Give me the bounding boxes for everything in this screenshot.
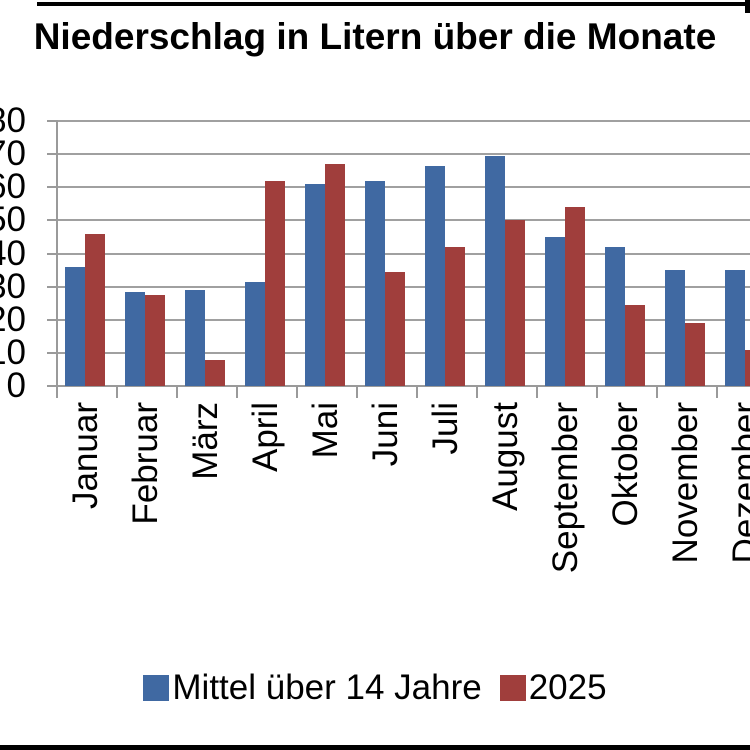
y-tick-label-60: 60 — [0, 167, 26, 207]
y-axis-line — [56, 121, 58, 398]
gridline-50 — [56, 219, 750, 222]
y-tick-30 — [47, 285, 58, 288]
x-tick-8 — [476, 386, 478, 398]
bar-mittel-märz — [185, 289, 205, 386]
x-tick-2 — [116, 386, 118, 398]
legend-label-mittel: Mittel über 14 Jahre — [172, 668, 482, 707]
x-tick-3 — [176, 386, 178, 398]
y-tick-20 — [47, 318, 58, 321]
x-tick-11 — [656, 386, 658, 398]
month-label-oktober: Oktober — [606, 402, 645, 527]
x-tick-6 — [356, 386, 358, 398]
y-tick-label-40: 40 — [0, 233, 26, 273]
y-tick-label-30: 30 — [0, 266, 26, 306]
bar-2025-juli — [445, 246, 465, 386]
x-tick-10 — [596, 386, 598, 398]
month-label-september: September — [546, 402, 585, 574]
y-tick-50 — [47, 219, 58, 222]
y-tick-80 — [47, 120, 58, 122]
legend-item-mittel: Mittel über 14 Jahre — [143, 668, 482, 708]
bar-2025-august — [505, 220, 525, 386]
bar-mittel-februar — [125, 291, 145, 386]
bar-mittel-august — [485, 155, 505, 386]
bar-mittel-dezember — [725, 270, 745, 386]
y-tick-label-50: 50 — [0, 200, 26, 240]
month-label-dezember: Dezember — [726, 402, 750, 564]
bar-2025-september — [565, 207, 585, 386]
chart-title: Niederschlag in Litern über die Monate — [33, 16, 717, 57]
gridline-40 — [56, 252, 750, 255]
x-tick-7 — [416, 386, 418, 398]
x-axis-line — [47, 385, 750, 387]
gridline-60 — [56, 186, 750, 189]
legend-item-2025: 2025 — [499, 668, 607, 708]
legend-label-2025: 2025 — [528, 668, 607, 707]
bar-2025-juni — [385, 271, 405, 386]
legend: Mittel über 14 Jahre 2025 — [0, 668, 750, 708]
bottom-border-line — [0, 745, 750, 750]
bar-2025-januar — [85, 233, 105, 386]
gridline-80 — [56, 120, 750, 122]
bar-mittel-juli — [425, 165, 445, 386]
x-tick-9 — [536, 386, 538, 398]
bar-mittel-juni — [365, 180, 385, 386]
bar-2025-november — [685, 323, 705, 386]
month-label-august: August — [486, 402, 525, 511]
y-tick-60 — [47, 186, 58, 189]
bar-2025-oktober — [625, 304, 645, 386]
month-label-märz: März — [186, 402, 225, 480]
top-right-border-stub — [745, 0, 750, 13]
month-label-april: April — [246, 402, 285, 473]
x-tick-1 — [56, 386, 58, 398]
y-tick-10 — [47, 351, 58, 354]
y-tick-label-20: 20 — [0, 299, 26, 339]
month-label-januar: Januar — [66, 402, 105, 510]
x-tick-5 — [296, 386, 298, 398]
bar-mittel-november — [665, 270, 685, 386]
bar-mittel-mai — [305, 183, 325, 386]
y-tick-label-80: 80 — [0, 101, 26, 140]
bar-mittel-april — [245, 281, 265, 386]
gridline-70 — [56, 153, 750, 156]
month-label-mai: Mai — [306, 402, 345, 459]
y-tick-label-10: 10 — [0, 332, 26, 372]
y-tick-label-0: 0 — [6, 366, 26, 405]
bar-mittel-januar — [65, 266, 85, 386]
bar-2025-märz — [205, 359, 225, 386]
bar-2025-april — [265, 180, 285, 386]
y-tick-label-70: 70 — [0, 134, 26, 174]
bar-mittel-oktober — [605, 246, 625, 386]
x-tick-4 — [236, 386, 238, 398]
month-label-juli: Juli — [426, 402, 465, 455]
x-tick-12 — [716, 386, 718, 398]
month-label-juni: Juni — [366, 402, 405, 467]
legend-swatch-2025 — [499, 675, 526, 701]
bar-2025-februar — [145, 294, 165, 386]
month-label-februar: Februar — [126, 402, 165, 525]
legend-swatch-mittel — [143, 675, 170, 701]
bar-2025-mai — [325, 164, 345, 386]
month-label-november: November — [666, 402, 705, 564]
top-border-line — [37, 2, 750, 6]
y-tick-70 — [47, 153, 58, 156]
y-tick-40 — [47, 252, 58, 255]
bar-2025-dezember — [745, 349, 750, 386]
bar-mittel-september — [545, 236, 565, 386]
